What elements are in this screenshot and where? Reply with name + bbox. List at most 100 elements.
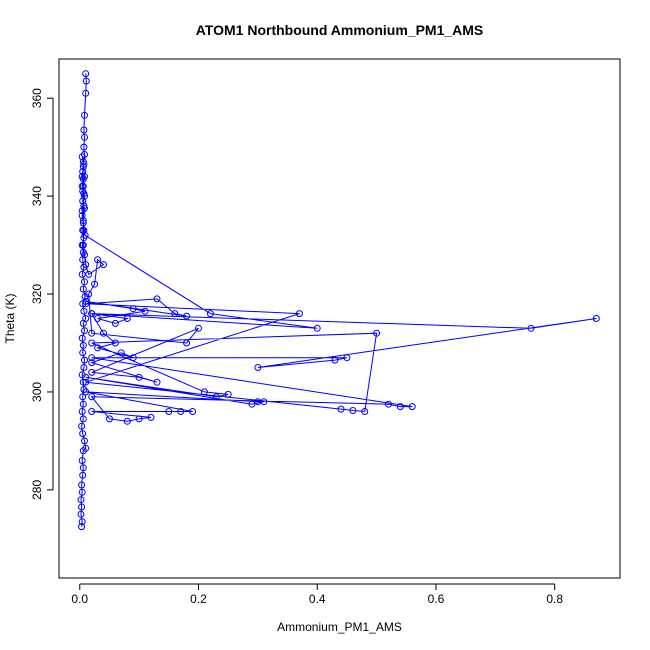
- data-point: [78, 523, 86, 531]
- data-point: [337, 405, 345, 413]
- data-point: [81, 356, 88, 364]
- x-tick-label: 0.2: [190, 592, 207, 606]
- data-point: [79, 285, 87, 293]
- data-point: [81, 437, 88, 445]
- data-point: [88, 310, 96, 318]
- data-point: [79, 217, 87, 225]
- data-point: [80, 226, 88, 234]
- data-point: [80, 143, 88, 151]
- data-point: [153, 378, 161, 386]
- data-point: [331, 356, 339, 364]
- data-point: [81, 327, 88, 335]
- data-point: [82, 297, 90, 305]
- data-point: [78, 457, 86, 464]
- data-point: [82, 315, 90, 322]
- data-point: [88, 359, 96, 367]
- x-tick-label: 0.0: [71, 592, 88, 606]
- y-tick-label: 300: [30, 382, 44, 402]
- data-point: [177, 408, 185, 415]
- data-point: [81, 133, 88, 141]
- data-point: [85, 270, 93, 278]
- data-point: [79, 256, 87, 264]
- data-point: [396, 403, 404, 411]
- x-tick-label: 0.6: [428, 592, 445, 606]
- data-point: [82, 388, 90, 396]
- data-point: [82, 373, 90, 381]
- data-point: [80, 126, 88, 134]
- data-point: [79, 187, 87, 195]
- data-point: [81, 231, 89, 239]
- data-point: [79, 430, 87, 438]
- y-tick-label: 340: [30, 186, 44, 206]
- data-point: [81, 278, 88, 286]
- data-point: [349, 407, 357, 414]
- data-point: [111, 319, 119, 327]
- data-point: [88, 368, 96, 376]
- data-point: [79, 341, 87, 349]
- data-point: [94, 315, 102, 322]
- data-point: [85, 290, 93, 298]
- data-point: [80, 202, 88, 210]
- data-point: [88, 354, 96, 362]
- data-point: [78, 153, 86, 161]
- data-point: [78, 207, 86, 215]
- data-point: [81, 173, 88, 180]
- x-tick-label: 0.8: [546, 592, 563, 606]
- data-point: [206, 310, 214, 318]
- data-point: [123, 417, 131, 425]
- data-point: [94, 344, 102, 352]
- data-point: [260, 398, 268, 406]
- x-tick-label: 0.4: [309, 592, 326, 606]
- data-point: [78, 422, 86, 430]
- data-point: [129, 305, 137, 313]
- data-point: [79, 415, 87, 423]
- data-point: [77, 510, 85, 518]
- data-point: [111, 339, 119, 347]
- data-point: [361, 408, 369, 415]
- data-point: [78, 518, 86, 526]
- data-point: [373, 329, 381, 337]
- data-point: [82, 300, 90, 308]
- data-point: [88, 329, 96, 337]
- data-point: [78, 503, 86, 511]
- data-point: [79, 447, 87, 455]
- data-point: [81, 151, 88, 158]
- data-point: [183, 312, 191, 320]
- data-point: [88, 339, 96, 347]
- data-point: [79, 197, 87, 205]
- y-tick-label: 320: [30, 284, 44, 304]
- data-point: [117, 349, 125, 357]
- chart-title: ATOM1 Northbound Ammonium_PM1_AMS: [196, 22, 484, 38]
- y-axis-label: Theta (K): [3, 293, 17, 343]
- data-point: [135, 373, 143, 381]
- data-point: [254, 364, 262, 371]
- data-point: [79, 471, 87, 479]
- data-point: [100, 261, 107, 269]
- data-point: [82, 261, 90, 269]
- data-point: [79, 400, 87, 408]
- x-axis-label: Ammonium_PM1_AMS: [277, 620, 402, 634]
- data-point: [81, 192, 88, 200]
- data-point: [79, 182, 87, 190]
- data-point: [189, 408, 197, 415]
- data-point: [79, 219, 87, 227]
- data-point: [79, 168, 87, 176]
- data-point: [82, 70, 90, 78]
- data-point: [79, 464, 87, 472]
- data-point: [78, 408, 86, 415]
- data-point: [153, 295, 161, 303]
- data-point: [141, 307, 149, 315]
- data-point: [78, 334, 86, 342]
- data-point: [165, 408, 173, 415]
- data-point: [313, 324, 321, 332]
- data-point: [79, 349, 87, 357]
- data-point: [183, 339, 191, 347]
- data-point: [135, 415, 143, 423]
- series-layer: [77, 70, 600, 531]
- data-point: [79, 393, 87, 401]
- data-point: [81, 111, 88, 119]
- data-point: [79, 158, 87, 166]
- plot-frame: [58, 58, 621, 579]
- data-point: [88, 408, 96, 415]
